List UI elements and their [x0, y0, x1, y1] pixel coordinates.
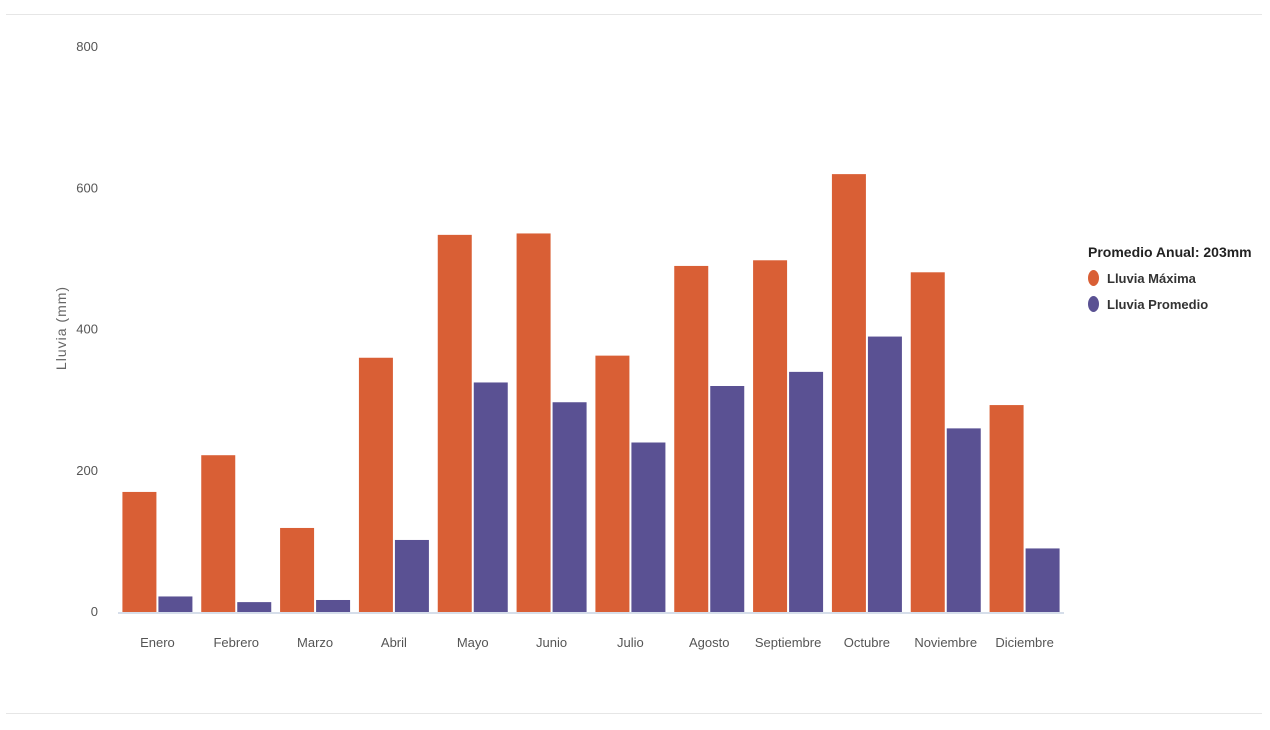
- legend-item-lluvia-promedio[interactable]: Lluvia Promedio: [1088, 296, 1266, 312]
- bar-lluvia-maxima[interactable]: [201, 455, 236, 612]
- bar-lluvia-promedio[interactable]: [394, 539, 429, 612]
- bars: [122, 174, 1060, 613]
- y-axis-ticks: 0 200 400 600 800: [76, 39, 98, 619]
- bar-lluvia-promedio[interactable]: [237, 602, 272, 612]
- bar-lluvia-maxima[interactable]: [122, 491, 157, 612]
- legend-swatch-lluvia-promedio: [1088, 296, 1099, 312]
- bar-lluvia-maxima[interactable]: [674, 265, 709, 612]
- bar-lluvia-promedio[interactable]: [867, 336, 902, 612]
- y-tick-label: 800: [76, 39, 98, 54]
- bar-lluvia-promedio[interactable]: [316, 599, 351, 612]
- x-tick-label: Septiembre: [755, 635, 821, 650]
- x-tick-label: Abril: [381, 635, 407, 650]
- bar-lluvia-maxima[interactable]: [910, 272, 945, 612]
- bar-lluvia-promedio[interactable]: [946, 428, 981, 612]
- y-tick-label: 200: [76, 463, 98, 478]
- legend-title: Promedio Anual: 203mm: [1088, 244, 1252, 260]
- x-tick-label: Enero: [140, 635, 175, 650]
- bar-lluvia-maxima[interactable]: [831, 174, 866, 612]
- x-tick-label: Julio: [617, 635, 644, 650]
- x-tick-label: Febrero: [213, 635, 259, 650]
- x-tick-label: Junio: [536, 635, 567, 650]
- bar-lluvia-promedio[interactable]: [552, 402, 587, 612]
- legend-label-lluvia-maxima: Lluvia Máxima: [1107, 270, 1196, 286]
- bar-lluvia-maxima[interactable]: [989, 405, 1024, 612]
- bar-lluvia-maxima[interactable]: [437, 234, 472, 613]
- x-axis-ticks: Enero Febrero Marzo Abril Mayo Junio Julio Agos…: [140, 635, 1054, 650]
- bar-lluvia-promedio[interactable]: [631, 442, 666, 613]
- bar-lluvia-promedio[interactable]: [789, 371, 824, 612]
- y-tick-label: 400: [76, 322, 98, 337]
- x-tick-label: Mayo: [457, 635, 489, 650]
- y-tick-label: 0: [91, 604, 98, 619]
- y-tick-label: 600: [76, 180, 98, 195]
- y-axis-title: Lluvia (mm): [53, 286, 69, 370]
- bar-lluvia-maxima[interactable]: [595, 355, 630, 612]
- bar-lluvia-maxima[interactable]: [516, 233, 551, 612]
- x-tick-label: Noviembre: [914, 635, 977, 650]
- bar-lluvia-promedio[interactable]: [473, 382, 508, 612]
- x-tick-label: Octubre: [844, 635, 890, 650]
- bar-lluvia-promedio[interactable]: [158, 596, 193, 612]
- legend: Promedio Anual: 203mm Lluvia Máxima Lluv…: [1088, 244, 1266, 322]
- bar-lluvia-promedio[interactable]: [710, 386, 745, 612]
- x-tick-label: Marzo: [297, 635, 333, 650]
- bar-lluvia-maxima[interactable]: [358, 357, 393, 612]
- bar-lluvia-promedio[interactable]: [1025, 548, 1060, 612]
- chart-frame: [6, 14, 1262, 714]
- legend-item-lluvia-maxima[interactable]: Lluvia Máxima: [1088, 270, 1266, 286]
- x-tick-label: Diciembre: [995, 635, 1054, 650]
- bar-lluvia-maxima[interactable]: [280, 527, 315, 612]
- x-tick-label: Agosto: [689, 635, 729, 650]
- legend-label-lluvia-promedio: Lluvia Promedio: [1107, 296, 1209, 312]
- legend-swatch-lluvia-maxima: [1088, 270, 1099, 286]
- bar-lluvia-maxima[interactable]: [753, 260, 788, 612]
